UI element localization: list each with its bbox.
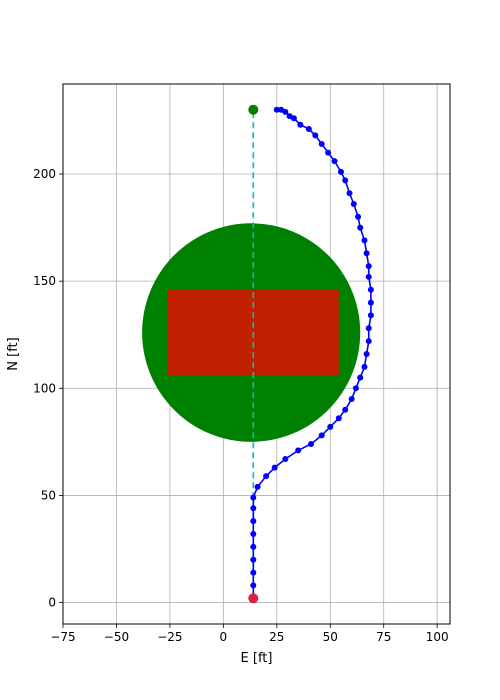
trajectory-point xyxy=(325,149,332,156)
axis-ticks: −75 −50 −25 0 25 50 75 100 0 50 100 150 200 xyxy=(33,167,449,644)
trajectory-point xyxy=(254,483,261,490)
trajectory-point xyxy=(295,447,302,454)
trajectory-point xyxy=(363,351,370,357)
y-axis-label: N [ft] xyxy=(6,337,21,370)
trajectory-point xyxy=(342,406,349,413)
y-tick-label: 50 xyxy=(41,488,56,502)
trajectory-point xyxy=(350,201,357,207)
trajectory-point xyxy=(367,286,374,293)
y-tick-label: 100 xyxy=(33,381,56,395)
trajectory-point xyxy=(367,299,374,306)
trajectory-point xyxy=(335,415,342,422)
trajectory-point xyxy=(282,456,289,462)
trajectory-point xyxy=(337,168,344,175)
trajectory-point xyxy=(357,374,364,381)
trajectory-point xyxy=(250,494,257,501)
trajectory-point xyxy=(273,106,280,113)
trajectory-point xyxy=(363,250,370,257)
trajectory-point xyxy=(278,106,285,113)
trajectory-point xyxy=(346,190,353,197)
x-tick-label: 50 xyxy=(323,630,338,644)
x-tick-label: −75 xyxy=(50,630,75,644)
x-tick-label: −25 xyxy=(157,630,182,644)
trajectory-point xyxy=(367,312,374,319)
trajectory-point xyxy=(327,423,334,430)
trajectory-point xyxy=(365,325,372,332)
trajectory-point xyxy=(365,273,372,280)
trajectory-point xyxy=(331,158,338,165)
x-tick-label: 100 xyxy=(426,630,449,644)
trajectory-point xyxy=(250,569,257,576)
start-point-marker xyxy=(248,593,259,604)
x-tick-label: 75 xyxy=(376,630,391,644)
trajectory-point xyxy=(297,121,304,128)
trajectory-point xyxy=(250,556,257,563)
trajectory-point xyxy=(318,141,325,147)
trajectory-point xyxy=(357,224,364,231)
trajectory-point xyxy=(271,464,278,471)
y-tick-label: 200 xyxy=(33,167,56,181)
goal-point-marker xyxy=(248,104,259,115)
trajectory-point xyxy=(286,113,293,120)
trajectory-point xyxy=(355,213,362,220)
trajectory-point xyxy=(365,338,372,345)
plot-frame xyxy=(62,83,451,625)
trajectory-point xyxy=(263,473,270,480)
y-tick-label: 150 xyxy=(33,274,56,288)
y-tick-label: 0 xyxy=(48,596,56,610)
trajectory-point xyxy=(250,543,257,550)
x-axis-label: E [ft] xyxy=(241,651,273,666)
plot-area xyxy=(142,104,374,604)
trajectory-point xyxy=(250,505,257,512)
trajectory-point xyxy=(352,385,359,392)
trajectory-point xyxy=(365,263,372,270)
trajectory-point xyxy=(312,132,319,139)
trajectory-point xyxy=(250,518,257,525)
trajectory-point xyxy=(361,237,368,244)
x-tick-label: −50 xyxy=(104,630,129,644)
trajectory-point xyxy=(361,363,368,370)
x-tick-label: 0 xyxy=(220,630,228,644)
trajectory-point xyxy=(318,432,325,439)
trajectory-point xyxy=(305,126,312,132)
trajectory-point xyxy=(250,531,257,537)
trajectory-point xyxy=(348,396,355,402)
trajectory-point xyxy=(250,582,257,589)
trajectory-point xyxy=(342,177,349,184)
trajectory-point xyxy=(308,441,315,447)
x-tick-label: 25 xyxy=(269,630,284,644)
